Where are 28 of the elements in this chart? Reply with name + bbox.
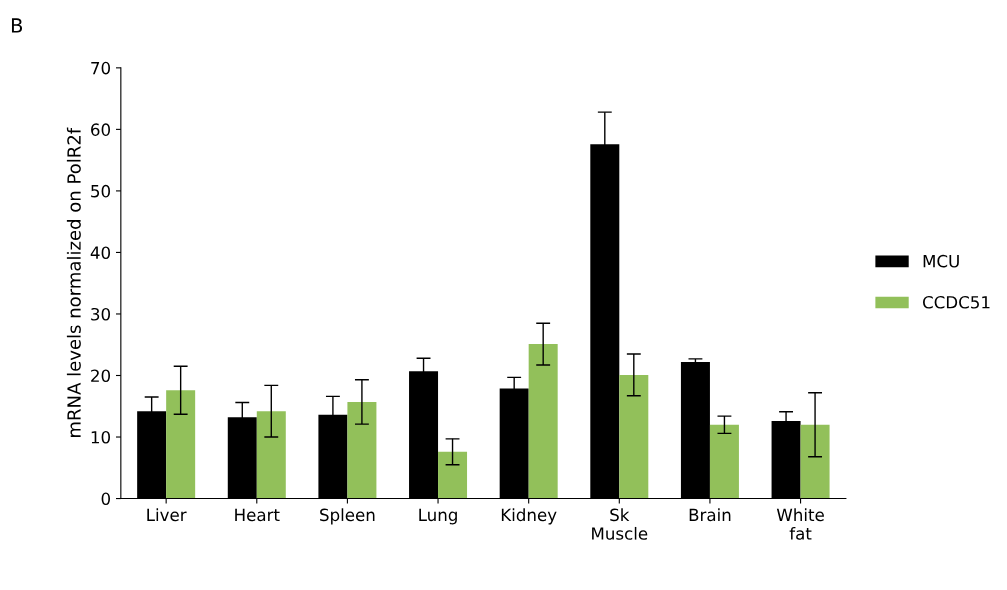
bar (619, 374, 649, 499)
text: B (11, 18, 23, 33)
y-tick-label: 60 (91, 123, 111, 136)
y-tick-label: 30 (91, 307, 111, 321)
y-tick-label: 0 (101, 492, 111, 506)
x-tick-label: Spleen (320, 508, 375, 525)
y-tick-label: 50 (91, 184, 111, 198)
bar (347, 401, 377, 499)
y-tick-label: 40 (90, 246, 111, 259)
bar (528, 344, 558, 499)
x-tick-label: Kidney (501, 508, 557, 525)
y-tick-label: 20 (91, 369, 111, 383)
x-tick-label: White fat (776, 508, 824, 540)
legend-label: CCDC51 (922, 295, 990, 309)
y-tick-label: 70 (91, 61, 111, 75)
legend-label: MCU (923, 254, 959, 268)
bar (166, 390, 196, 499)
y-tick-label: 10 (91, 430, 111, 444)
x-tick-label: Lung (419, 508, 457, 525)
x-tick-label: Heart (235, 508, 280, 522)
x-tick-label: Sk Muscle (592, 508, 648, 540)
bar (800, 424, 830, 499)
x-tick-label: Brain (689, 508, 731, 522)
x-tick-label: Liver (147, 508, 187, 522)
bar (256, 411, 286, 499)
y-axis-title: mRNA levels normalized on PolR2f (66, 127, 81, 437)
bar (438, 451, 468, 499)
bar (709, 424, 739, 499)
